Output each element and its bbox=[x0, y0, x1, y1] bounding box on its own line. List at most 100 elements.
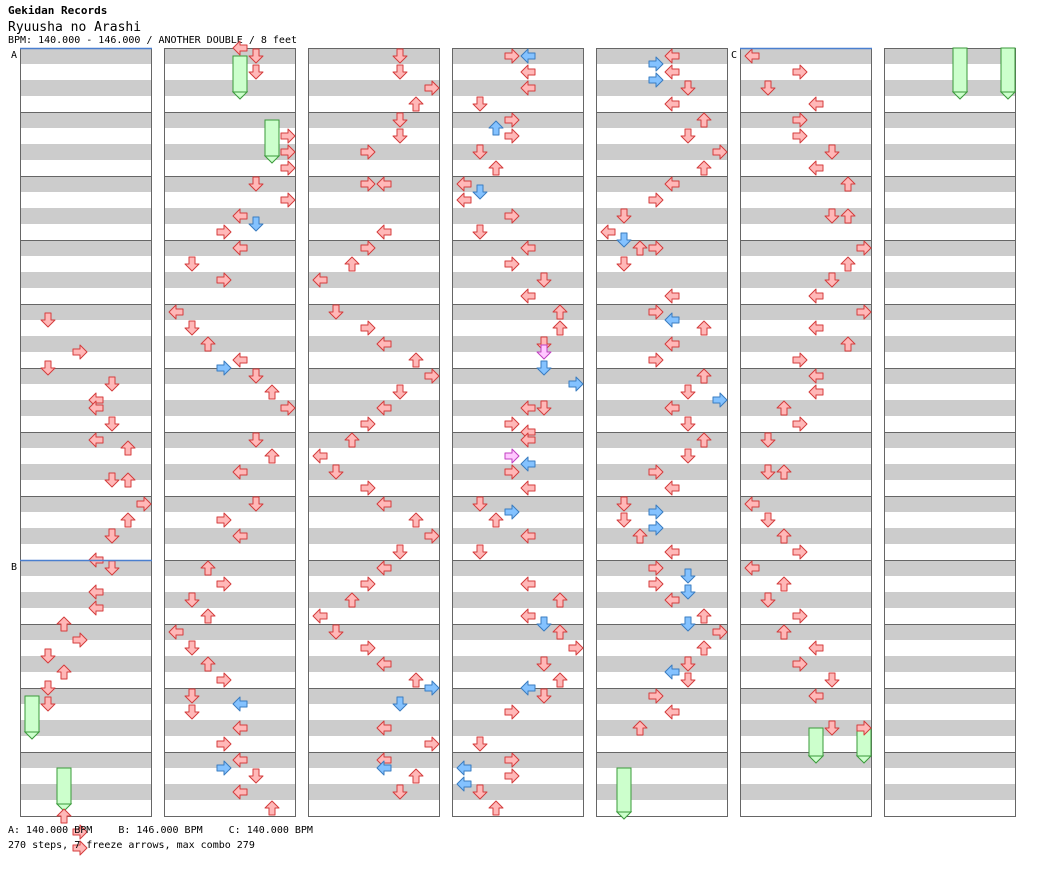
step-arrow bbox=[504, 704, 520, 720]
beat-stripe bbox=[308, 528, 440, 544]
step-arrow bbox=[168, 304, 184, 320]
beat-stripe bbox=[740, 624, 872, 640]
beat-stripe bbox=[740, 400, 872, 416]
chart-column bbox=[452, 48, 584, 817]
step-arrow bbox=[616, 496, 632, 512]
step-arrow bbox=[520, 48, 536, 64]
step-arrow bbox=[88, 584, 104, 600]
step-arrow bbox=[408, 768, 424, 784]
beat-stripe bbox=[308, 80, 440, 96]
beat-stripe bbox=[308, 592, 440, 608]
step-arrow bbox=[664, 312, 680, 328]
beat-stripe bbox=[164, 240, 296, 256]
step-arrow bbox=[280, 192, 296, 208]
step-arrow bbox=[184, 704, 200, 720]
beat-stripe bbox=[884, 240, 1016, 256]
step-arrow bbox=[40, 696, 56, 712]
beat-stripe bbox=[308, 304, 440, 320]
step-arrow bbox=[808, 160, 824, 176]
step-arrow bbox=[536, 360, 552, 376]
freeze-layer bbox=[23, 47, 1017, 820]
step-arrow bbox=[824, 272, 840, 288]
step-arrow bbox=[104, 528, 120, 544]
step-arrow bbox=[664, 64, 680, 80]
step-arrow bbox=[664, 48, 680, 64]
step-arrow bbox=[616, 256, 632, 272]
beat-stripe bbox=[20, 592, 152, 608]
beat-stripe bbox=[596, 624, 728, 640]
beat-stripe bbox=[20, 368, 152, 384]
step-arrow bbox=[168, 624, 184, 640]
beat-stripe bbox=[884, 560, 1016, 576]
step-arrow bbox=[696, 432, 712, 448]
beat-stripe bbox=[452, 592, 584, 608]
beat-stripe bbox=[884, 784, 1016, 800]
beat-stripe bbox=[164, 464, 296, 480]
step-arrow bbox=[776, 400, 792, 416]
step-arrow bbox=[56, 616, 72, 632]
bpm-info: BPM: 140.000 - 146.000 / ANOTHER DOUBLE … bbox=[8, 35, 297, 46]
step-arrow bbox=[232, 752, 248, 768]
beat-stripe bbox=[452, 176, 584, 192]
beat-stripe bbox=[452, 368, 584, 384]
beat-stripe bbox=[740, 752, 872, 768]
step-arrow bbox=[792, 112, 808, 128]
step-arrow bbox=[392, 384, 408, 400]
beat-stripe bbox=[20, 560, 152, 576]
step-arrow bbox=[840, 176, 856, 192]
beat-stripe bbox=[452, 656, 584, 672]
step-arrow bbox=[696, 368, 712, 384]
beat-stripe bbox=[596, 592, 728, 608]
step-arrow bbox=[648, 464, 664, 480]
step-arrow bbox=[72, 632, 88, 648]
beat-stripe bbox=[884, 208, 1016, 224]
step-arrow bbox=[776, 624, 792, 640]
step-arrow bbox=[392, 48, 408, 64]
step-arrow bbox=[488, 120, 504, 136]
step-arrow bbox=[472, 544, 488, 560]
step-arrow bbox=[264, 384, 280, 400]
step-arrow bbox=[280, 160, 296, 176]
step-arrow bbox=[776, 528, 792, 544]
step-arrow bbox=[536, 272, 552, 288]
step-arrow bbox=[792, 544, 808, 560]
beat-stripe bbox=[20, 720, 152, 736]
step-arrow bbox=[520, 456, 536, 472]
step-arrow bbox=[216, 512, 232, 528]
artist-name: Gekidan Records bbox=[8, 4, 108, 17]
freeze-arrow bbox=[615, 767, 633, 820]
beat-stripe bbox=[884, 624, 1016, 640]
beat-stripe bbox=[596, 272, 728, 288]
beat-stripe bbox=[596, 336, 728, 352]
step-arrow bbox=[248, 768, 264, 784]
step-arrow bbox=[200, 608, 216, 624]
step-arrow bbox=[184, 688, 200, 704]
beat-stripe bbox=[164, 528, 296, 544]
step-arrow bbox=[712, 624, 728, 640]
step-arrow bbox=[280, 144, 296, 160]
step-arrow bbox=[424, 680, 440, 696]
step-arrow bbox=[552, 672, 568, 688]
step-arrow bbox=[680, 656, 696, 672]
step-arrow bbox=[360, 480, 376, 496]
beat-stripe bbox=[164, 496, 296, 512]
beat-stripe bbox=[308, 336, 440, 352]
beat-stripe bbox=[308, 496, 440, 512]
step-arrow bbox=[40, 680, 56, 696]
step-arrow bbox=[40, 312, 56, 328]
step-arrow bbox=[776, 576, 792, 592]
beat-stripe bbox=[740, 304, 872, 320]
step-arrow bbox=[808, 320, 824, 336]
step-arrow bbox=[648, 688, 664, 704]
step-arrow bbox=[504, 48, 520, 64]
step-arrow bbox=[456, 760, 472, 776]
beat-stripe bbox=[452, 432, 584, 448]
step-arrow bbox=[680, 416, 696, 432]
step-arrow bbox=[136, 496, 152, 512]
beat-stripe bbox=[452, 528, 584, 544]
step-arrow bbox=[216, 760, 232, 776]
beat-stripe bbox=[308, 368, 440, 384]
step-arrow bbox=[360, 144, 376, 160]
step-arrow bbox=[472, 224, 488, 240]
step-arrow bbox=[376, 176, 392, 192]
